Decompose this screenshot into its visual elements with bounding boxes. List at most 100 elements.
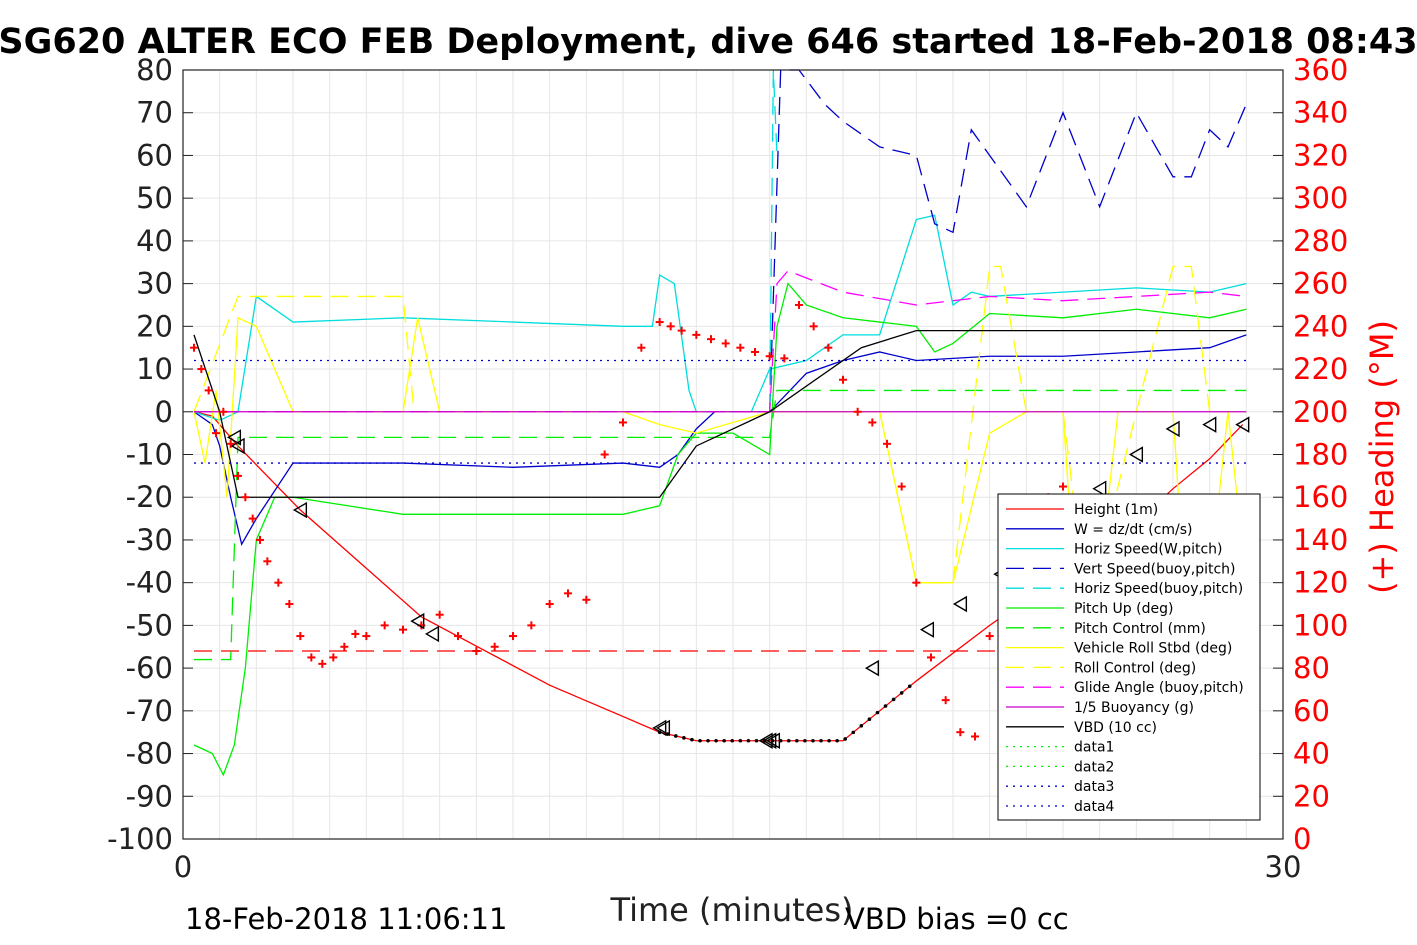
sample-dot [698, 738, 702, 743]
heading-point [307, 653, 316, 662]
y-axis-right-label: (+) Heading (°M) [1363, 320, 1401, 594]
heading-point [234, 471, 242, 480]
y-tick-label-right: 80 [1293, 651, 1330, 685]
y-tick-label-right: 40 [1293, 737, 1330, 771]
legend-label: Glide Angle (buoy,pitch) [1074, 680, 1244, 696]
series-line-11 [193, 329, 1247, 498]
triangle-marker [919, 621, 935, 638]
legend-label: 1/5 Buoyancy (g) [1074, 700, 1194, 716]
triangle-marker [1128, 446, 1144, 463]
y-axis-right: 3603403203002802602402202001801601401201… [1273, 53, 1348, 856]
sample-dot [867, 717, 872, 722]
y-tick-label-left: -90 [126, 779, 173, 813]
series-line-5 [193, 282, 1247, 777]
y-tick-label-right: 120 [1293, 566, 1348, 600]
triangle-marker [292, 501, 308, 519]
heading-point [472, 647, 481, 656]
y-tick-label-right: 320 [1293, 138, 1348, 172]
heading-point [927, 653, 935, 662]
sample-dot [706, 738, 710, 743]
heading-point [435, 610, 444, 619]
legend: Height (1m) W = dz/dt (cm/s) Horiz Speed(W… [997, 493, 1261, 821]
heading-point [941, 696, 950, 705]
heading-point [509, 632, 517, 641]
y-axis-left: 80 70 60 50 40 30 20 10 0 -10 -20 -30 -40 -50 -60 -70 -8… [107, 53, 193, 856]
heading-point [212, 429, 220, 438]
triangle-marker [655, 719, 671, 737]
heading-point [362, 632, 371, 641]
heading-point [809, 322, 818, 331]
y-tick-label-right: 200 [1293, 395, 1348, 429]
sample-dot [778, 738, 783, 743]
heading-point [707, 335, 715, 344]
heading-point [824, 343, 833, 352]
heading-point [454, 632, 462, 641]
footer-vbd-bias: VBD bias =0 cc [845, 902, 1069, 936]
triangle-marker [410, 612, 425, 630]
sample-dot [690, 737, 694, 742]
legend-label: W = dz/dt (cm/s) [1074, 522, 1193, 538]
y-tick-label-right: 300 [1293, 181, 1348, 215]
y-tick-label-right: 360 [1293, 53, 1348, 87]
sample-dot [738, 738, 743, 743]
heading-point [883, 439, 891, 448]
sample-dot [714, 738, 718, 743]
y-tick-label-left: -50 [126, 608, 173, 642]
triangle-marker [762, 732, 777, 749]
sample-dot [682, 736, 686, 740]
heading-point [795, 300, 803, 309]
series-line-3 [769, 69, 1247, 412]
heading-point [318, 659, 327, 668]
heading-point [912, 578, 921, 587]
y-tick-label-left: -60 [126, 651, 173, 685]
x-axis: 0 30 [174, 850, 1302, 884]
sample-dot [843, 737, 847, 741]
heading-point [853, 407, 862, 416]
heading-point [527, 621, 536, 630]
heading-point [897, 482, 906, 491]
sample-dot [722, 738, 726, 743]
sample-dot [674, 734, 678, 738]
legend-label: data2 [1074, 759, 1114, 775]
legend-label: Height (1m) [1074, 502, 1158, 518]
heading-point [226, 439, 235, 448]
sample-dot [835, 738, 839, 743]
heading-point [340, 642, 349, 651]
y-tick-label-right: 100 [1293, 608, 1348, 642]
heading-point [380, 621, 389, 630]
heading-point [600, 450, 609, 459]
legend-label: Pitch Control (mm) [1074, 621, 1206, 637]
legend-label: data3 [1074, 779, 1114, 795]
series-line-6 [194, 389, 1247, 661]
heading-point [956, 728, 965, 737]
heading-point [677, 326, 686, 335]
triangle-marker [864, 659, 880, 677]
heading-point [274, 578, 283, 587]
y-tick-label-left: -40 [126, 566, 173, 600]
legend-label: Pitch Up (deg) [1074, 601, 1173, 617]
y-tick-label-left: -30 [126, 523, 173, 557]
sample-dot [859, 723, 864, 728]
sample-dot [907, 684, 912, 689]
sample-dot [891, 697, 896, 702]
y-tick-label-left: -80 [126, 737, 173, 771]
heading-point [490, 642, 499, 651]
chart-title: SG620 ALTER ECO FEB Deployment, dive 646… [0, 22, 1417, 62]
triangle-marker [1092, 480, 1107, 497]
legend-label: data1 [1074, 740, 1114, 756]
y-tick-label-right: 160 [1293, 480, 1348, 514]
heading-point [666, 322, 675, 331]
triangle-markers-layer [226, 416, 1250, 749]
y-tick-label-left: 30 [136, 267, 173, 301]
heading-point [868, 418, 877, 427]
y-tick-label-right: 340 [1293, 96, 1348, 130]
triangle-marker [226, 429, 242, 446]
heading-point [839, 375, 847, 384]
sample-dot [770, 738, 775, 743]
triangle-marker [1165, 420, 1180, 438]
heading-point [985, 632, 994, 641]
triangle-marker [1202, 416, 1217, 433]
sample-dot [827, 738, 831, 743]
y-tick-label-left: -10 [126, 438, 173, 472]
